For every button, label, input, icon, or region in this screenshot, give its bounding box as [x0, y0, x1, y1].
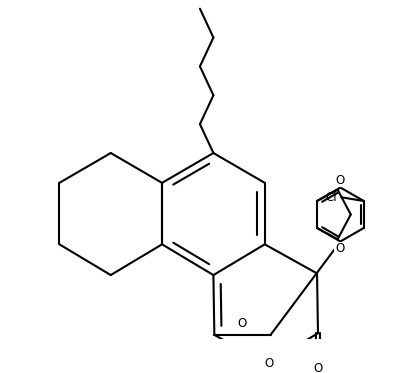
Text: O: O	[264, 357, 273, 370]
Text: O: O	[335, 174, 344, 187]
Text: O: O	[335, 242, 344, 255]
Text: Cl: Cl	[325, 191, 337, 204]
Text: O: O	[313, 362, 322, 373]
Text: O: O	[238, 317, 247, 330]
